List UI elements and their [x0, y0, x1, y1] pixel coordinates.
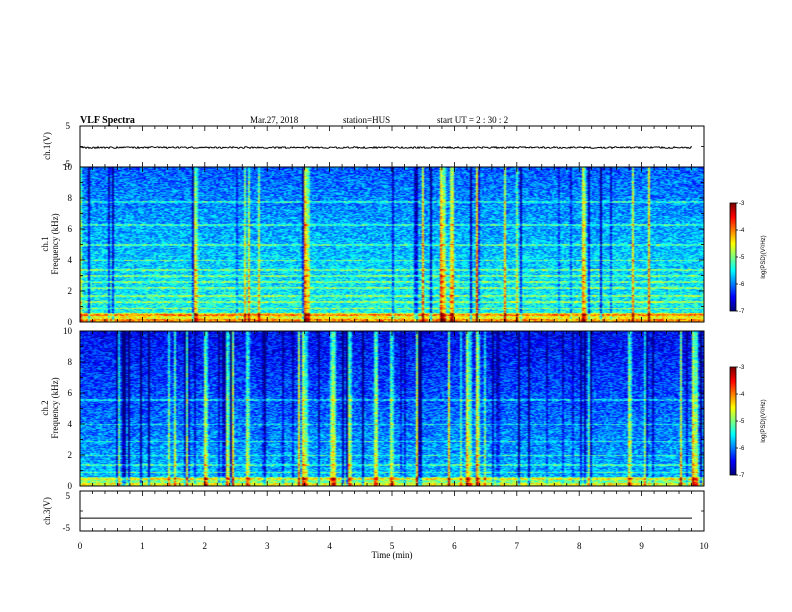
- ch2-colorbar: [730, 367, 736, 475]
- ch1-ytick-label: -5: [63, 159, 71, 169]
- ch2-colorbar-tick-label: -4: [739, 392, 745, 398]
- ch1-freq-tick-label: 6: [68, 224, 73, 234]
- ch3-waveform-frame: [79, 490, 705, 532]
- ch1-colorbar: [730, 203, 736, 311]
- xtick-label: 10: [700, 541, 710, 551]
- ch1-waveform-ylabel: ch.1(V): [42, 132, 52, 160]
- ch2-colorbar-tick-label: -6: [739, 446, 745, 452]
- ch1-freq-tick-label: 0: [68, 317, 73, 327]
- ch1-waveform-trace: [79, 145, 693, 150]
- ch1-freq-tick-label: 2: [68, 286, 73, 296]
- ch1-ytick-label: 5: [66, 121, 71, 131]
- ch1-colorbar-tick-label: -6: [739, 282, 745, 288]
- figure-title: VLF Spectra: [80, 115, 135, 126]
- station-label: station=HUS: [343, 115, 390, 125]
- ch2-colorbar-tick-label: -7: [739, 473, 745, 479]
- xtick-label: 7: [515, 541, 520, 551]
- xtick-label: 9: [639, 541, 644, 551]
- ch2-freq-tick-label: 10: [63, 326, 73, 336]
- ch1-colorbar-label: log(PSD)(V²/Hz): [761, 235, 767, 278]
- xtick-label: 3: [265, 541, 270, 551]
- ch2-freq-tick-label: 0: [68, 481, 73, 491]
- ch1-frequency-ylabel: Frequency (kHz): [50, 213, 60, 274]
- ch1-freq-tick-label: 4: [68, 255, 73, 265]
- ch2-colorbar-tick-label: -3: [739, 365, 745, 371]
- ch2-channel-label: ch.2: [40, 400, 50, 415]
- xtick-label: 4: [327, 541, 332, 551]
- xtick-label: 8: [577, 541, 582, 551]
- ch3-ytick-label: 5: [66, 491, 71, 501]
- ch1-colorbar-tick-label: -7: [739, 309, 745, 315]
- xtick-label: 6: [452, 541, 457, 551]
- ch1-colorbar-tick-label: -5: [739, 255, 745, 261]
- xtick-label: 1: [140, 541, 145, 551]
- ch1-colorbar-tick-label: -4: [739, 228, 745, 234]
- start-time-label: start UT = 2 : 30 : 2: [437, 115, 508, 125]
- axis-ticks: [79, 125, 738, 532]
- ch2-colorbar-label: log(PSD)(V²/Hz): [761, 399, 767, 442]
- ch1-spectrogram-image: [80, 167, 704, 322]
- ch2-freq-tick-label: 8: [68, 357, 73, 367]
- xtick-label: 2: [203, 541, 208, 551]
- ch1-freq-tick-label: 10: [63, 162, 73, 172]
- ch2-freq-tick-label: 2: [68, 450, 73, 460]
- xtick-label: 5: [390, 541, 395, 551]
- ch2-freq-tick-label: 4: [68, 419, 73, 429]
- date-label: Mar.27, 2018: [250, 115, 299, 125]
- ch3-waveform-ylabel: ch.3(V): [42, 497, 52, 525]
- ch3-ytick-label: -5: [63, 523, 71, 533]
- ch1-channel-label: ch.1: [40, 236, 50, 251]
- x-axis-label: Time (min): [372, 550, 413, 560]
- ch2-spectrogram-image: [80, 331, 704, 486]
- ch1-waveform-frame: [79, 125, 705, 168]
- ch1-colorbar-tick-label: -3: [739, 201, 745, 207]
- ch1-freq-tick-label: 8: [68, 193, 73, 203]
- ch2-frequency-ylabel: Frequency (kHz): [50, 377, 60, 438]
- ch2-colorbar-tick-label: -5: [739, 419, 745, 425]
- ch2-freq-tick-label: 6: [68, 388, 73, 398]
- xtick-label: 0: [78, 541, 83, 551]
